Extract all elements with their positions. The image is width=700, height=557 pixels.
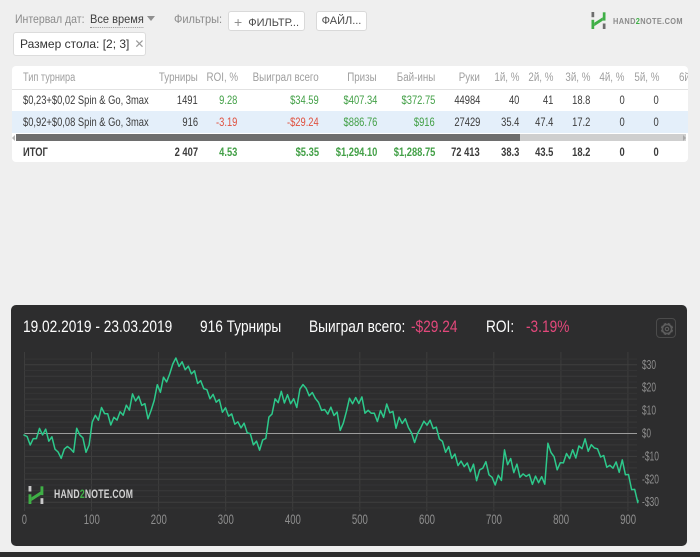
- svg-text:700: 700: [486, 512, 502, 527]
- svg-text:500: 500: [352, 512, 368, 527]
- svg-text:-$10: -$10: [642, 449, 659, 463]
- svg-text:800: 800: [553, 512, 569, 527]
- svg-text:-$30: -$30: [642, 495, 659, 509]
- svg-text:200: 200: [151, 512, 167, 527]
- svg-text:$20: $20: [642, 381, 656, 395]
- svg-text:300: 300: [218, 512, 234, 527]
- svg-text:$10: $10: [642, 404, 656, 418]
- svg-text:0: 0: [22, 512, 27, 527]
- svg-text:$0: $0: [642, 427, 651, 441]
- svg-text:600: 600: [419, 512, 435, 527]
- svg-text:100: 100: [84, 512, 100, 527]
- svg-text:-$20: -$20: [642, 472, 659, 486]
- svg-text:900: 900: [620, 512, 636, 527]
- svg-text:400: 400: [285, 512, 301, 527]
- svg-text:$30: $30: [642, 358, 656, 372]
